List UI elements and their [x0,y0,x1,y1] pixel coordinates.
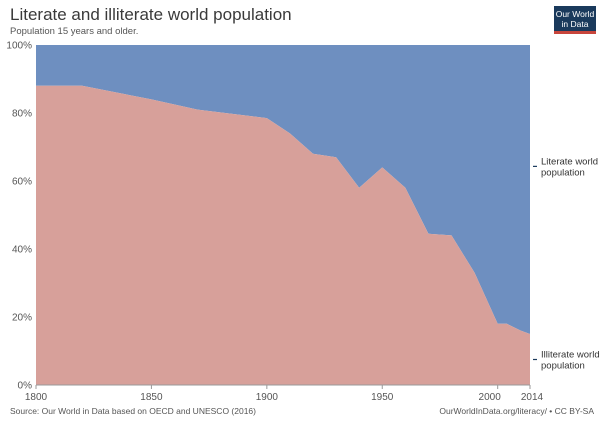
y-tick-label: 60% [12,177,32,188]
x-tick-label: 1850 [140,392,163,403]
series-area-illiterate [36,85,530,386]
x-tick-label: 1950 [371,392,394,403]
y-tick-label: 100% [6,41,32,52]
x-tick-label: 1900 [256,392,279,403]
y-tick-label: 40% [12,245,32,256]
x-tick-label: 1800 [25,392,48,403]
logo-line-2: in Data [561,19,589,29]
y-tick-label: 80% [12,109,32,120]
series-area-literate [36,45,530,334]
logo-line-1: Our World [555,9,595,19]
legend-label-line-2: population [541,361,585,372]
license-note[interactable]: OurWorldInData.org/literacy/ • CC BY-SA [439,406,594,416]
chart-title: Literate and illiterate world population [10,5,292,24]
legend-label-line-2: population [541,167,585,178]
y-tick-label: 20% [12,313,32,324]
chart-subtitle: Population 15 years and older. [10,26,139,37]
legend-label-line-1: Illiterate world [541,350,600,361]
owid-logo[interactable]: Our World in Data [554,6,596,34]
legend-label-line-1: Literate world [541,156,598,167]
x-tick-label: 2000 [479,392,502,403]
source-note[interactable]: Source: Our World in Data based on OECD … [10,406,256,416]
y-tick-label: 0% [18,381,33,392]
x-tick-label: 2014 [521,392,544,403]
